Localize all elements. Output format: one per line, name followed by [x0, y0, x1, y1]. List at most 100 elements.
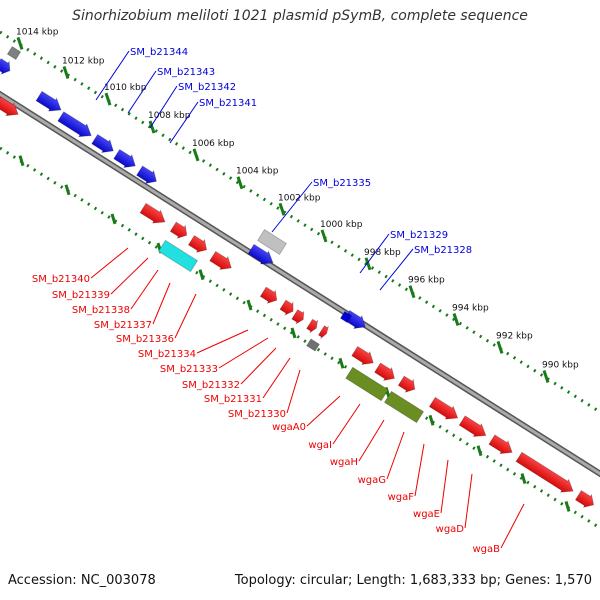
reverse-gene-arrow[interactable]	[259, 285, 281, 306]
label-leader-line	[152, 282, 171, 325]
forward-gene-label[interactable]: SM_b21343	[157, 67, 215, 78]
reverse-gene-label[interactable]: SM_b21338	[72, 305, 130, 316]
gene-box-grey[interactable]	[306, 338, 320, 352]
label-leader-line	[386, 431, 405, 480]
label-leader-line	[271, 181, 313, 233]
scale-tick-mark	[542, 370, 550, 384]
reverse-gene-arrow[interactable]	[374, 361, 399, 384]
scale-tick-label: 990 kbp	[542, 361, 579, 371]
scale-tick-label: 1014 kbp	[16, 27, 59, 37]
forward-gene-arrow[interactable]	[91, 133, 118, 157]
reverse-gene-label[interactable]: wgaB	[472, 544, 500, 555]
reverse-gene-label[interactable]: wgaE	[413, 509, 440, 520]
topology-summary: Topology: circular; Length: 1,683,333 bp…	[234, 573, 592, 588]
reverse-gene-arrow[interactable]	[574, 489, 597, 511]
forward-gene-label[interactable]: SM_b21328	[414, 245, 472, 256]
label-leader-line	[262, 357, 291, 399]
label-leader-line	[332, 403, 361, 445]
gene-box-cyan[interactable]	[157, 239, 199, 273]
scale-tick-mark	[278, 202, 286, 216]
gene-box-olive[interactable]	[345, 366, 389, 402]
sequence-backbone	[0, 92, 600, 476]
reverse-gene-arrow[interactable]	[0, 95, 22, 121]
label-leader-line	[110, 257, 149, 295]
label-leader-line	[130, 269, 159, 310]
reverse-gene-label[interactable]: SM_b21332	[182, 380, 240, 391]
scale-tick-label: 1010 kbp	[104, 83, 147, 93]
scale-tick-label: 1000 kbp	[320, 220, 363, 230]
reverse-gene-arrow[interactable]	[458, 414, 490, 442]
label-leader-line	[440, 459, 449, 514]
label-leader-line	[500, 503, 525, 549]
reverse-gene-label[interactable]: wgaD	[436, 524, 465, 535]
reverse-gene-arrow[interactable]	[209, 250, 236, 274]
reverse-gene-arrow[interactable]	[428, 396, 461, 425]
reverse-gene-arrow[interactable]	[397, 374, 419, 395]
reverse-gene-label[interactable]: wgaH	[330, 457, 358, 468]
label-leader-line	[196, 329, 249, 354]
outer-tick-track	[0, 30, 600, 414]
reverse-gene-label[interactable]: wgaF	[388, 492, 415, 503]
forward-gene-arrow[interactable]	[0, 57, 14, 77]
reverse-gene-label[interactable]: SM_b21331	[204, 394, 262, 405]
reverse-gene-label[interactable]: SM_b21340	[32, 274, 90, 285]
scale-tick-label: 1012 kbp	[62, 57, 105, 67]
forward-gene-label[interactable]: SM_b21341	[199, 98, 257, 109]
forward-gene-label[interactable]: SM_b21344	[130, 47, 188, 58]
label-leader-line	[306, 395, 341, 427]
reverse-gene-label[interactable]: SM_b21334	[138, 349, 196, 360]
scale-tick-mark	[16, 36, 24, 50]
label-leader-line	[149, 85, 178, 129]
gene-box-grey[interactable]	[256, 229, 288, 255]
scale-tick-label: 998 kbp	[364, 248, 401, 258]
reverse-gene-arrow[interactable]	[306, 318, 321, 335]
label-leader-line	[358, 419, 385, 462]
label-leader-line	[286, 369, 301, 414]
reverse-gene-arrow[interactable]	[169, 220, 191, 241]
reverse-gene-arrow[interactable]	[351, 345, 378, 369]
scale-tick-mark	[364, 257, 372, 271]
inner-tick-mark	[198, 269, 205, 281]
forward-gene-label[interactable]: SM_b21342	[178, 82, 236, 93]
forward-gene-arrow[interactable]	[247, 243, 277, 270]
reverse-gene-label[interactable]: SM_b21330	[228, 409, 286, 420]
reverse-gene-label[interactable]: SM_b21337	[94, 320, 152, 331]
reverse-gene-arrow[interactable]	[139, 202, 169, 229]
reverse-gene-arrow[interactable]	[279, 298, 297, 317]
forward-gene-label[interactable]: SM_b21335	[313, 178, 371, 189]
reverse-gene-arrow[interactable]	[291, 308, 307, 326]
inner-tick-mark	[428, 414, 435, 426]
forward-gene-arrow[interactable]	[57, 110, 95, 142]
reverse-gene-arrow[interactable]	[488, 433, 516, 459]
scale-tick-mark	[192, 148, 200, 162]
label-leader-line	[379, 248, 414, 291]
label-leader-line	[127, 70, 157, 114]
forward-gene-label[interactable]: SM_b21329	[390, 230, 448, 241]
reverse-gene-label[interactable]: SM_b21339	[52, 290, 110, 301]
gene-box-olive[interactable]	[383, 390, 425, 424]
label-leader-line	[414, 443, 425, 497]
forward-gene-arrow[interactable]	[113, 148, 140, 172]
forward-gene-arrow[interactable]	[35, 90, 65, 117]
reverse-gene-label[interactable]: wgaI	[308, 440, 332, 451]
inner-tick-mark	[476, 445, 483, 457]
label-leader-line	[174, 293, 197, 339]
scale-tick-mark	[148, 120, 156, 134]
reverse-gene-label[interactable]: SM_b21333	[160, 364, 218, 375]
reverse-gene-arrow[interactable]	[187, 234, 210, 256]
scale-tick-mark	[408, 285, 416, 299]
gene-box-blue[interactable]	[339, 310, 353, 324]
reverse-gene-arrow[interactable]	[317, 324, 330, 340]
reverse-gene-label[interactable]: wgaA0	[272, 422, 306, 433]
reverse-gene-arrow[interactable]	[515, 451, 577, 498]
forward-gene-arrow[interactable]	[136, 164, 161, 187]
label-leader-line	[218, 337, 269, 369]
inner-tick-mark	[110, 213, 117, 225]
gene-box-grey[interactable]	[6, 45, 22, 61]
inner-tick-mark	[564, 501, 571, 512]
inner-tick-mark	[64, 184, 71, 196]
scale-tick-mark	[104, 92, 112, 106]
reverse-gene-label[interactable]: wgaG	[358, 475, 386, 486]
reverse-gene-label[interactable]: SM_b21336	[116, 334, 174, 345]
